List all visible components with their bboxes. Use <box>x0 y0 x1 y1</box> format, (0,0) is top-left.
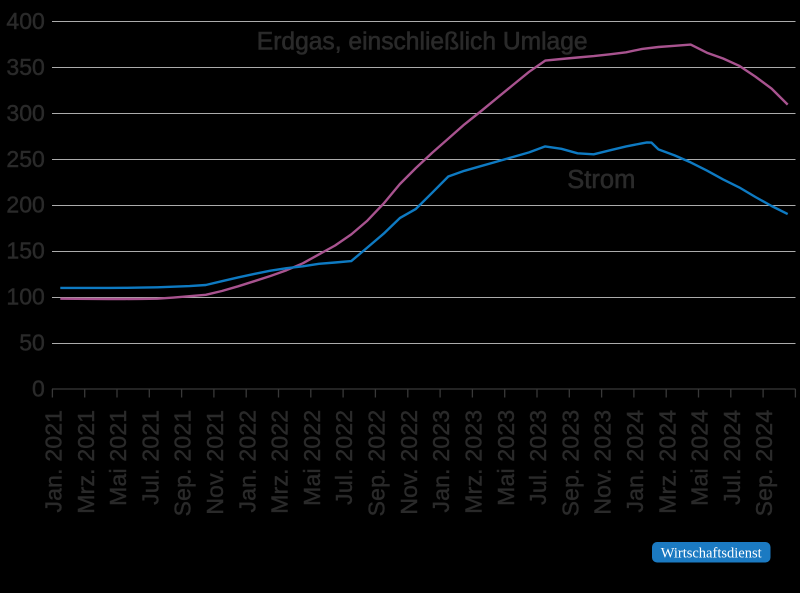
svg-text:Nov. 2023: Nov. 2023 <box>590 410 616 515</box>
svg-text:Mrz. 2023: Mrz. 2023 <box>461 410 487 514</box>
svg-text:Mai 2023: Mai 2023 <box>493 410 519 506</box>
svg-text:Strom: Strom <box>567 166 635 194</box>
svg-text:Mai 2022: Mai 2022 <box>299 410 325 506</box>
svg-text:200: 200 <box>6 192 44 218</box>
svg-text:Mrz. 2021: Mrz. 2021 <box>73 410 99 514</box>
svg-text:Sep. 2024: Sep. 2024 <box>751 410 777 517</box>
svg-text:Mrz. 2022: Mrz. 2022 <box>267 410 293 514</box>
svg-text:50: 50 <box>19 330 45 356</box>
svg-text:Nov. 2022: Nov. 2022 <box>396 410 422 515</box>
svg-text:Jul. 2024: Jul. 2024 <box>719 410 745 505</box>
svg-text:150: 150 <box>6 238 44 264</box>
svg-text:Jan. 2021: Jan. 2021 <box>41 410 67 513</box>
svg-text:Nov. 2021: Nov. 2021 <box>202 410 228 515</box>
svg-text:400: 400 <box>6 8 44 34</box>
svg-text:Jan. 2023: Jan. 2023 <box>428 410 454 513</box>
svg-text:0: 0 <box>32 376 45 402</box>
svg-text:Jul. 2021: Jul. 2021 <box>137 410 163 505</box>
svg-text:Jan. 2022: Jan. 2022 <box>234 410 260 513</box>
svg-text:Jul. 2023: Jul. 2023 <box>525 410 551 505</box>
svg-text:Mai 2024: Mai 2024 <box>687 410 713 506</box>
svg-text:100: 100 <box>6 284 44 310</box>
svg-text:350: 350 <box>6 54 44 80</box>
svg-text:250: 250 <box>6 146 44 172</box>
svg-text:Erdgas, einschließlich Umlage: Erdgas, einschließlich Umlage <box>257 29 588 56</box>
svg-text:Sep. 2022: Sep. 2022 <box>364 410 390 517</box>
svg-text:Sep. 2021: Sep. 2021 <box>170 410 196 517</box>
svg-text:Jan. 2024: Jan. 2024 <box>622 410 648 513</box>
svg-text:Sep. 2023: Sep. 2023 <box>557 410 583 517</box>
svg-text:300: 300 <box>6 100 44 126</box>
svg-text:Mrz. 2024: Mrz. 2024 <box>654 410 680 514</box>
svg-text:Wirtschaftsdienst: Wirtschaftsdienst <box>661 546 762 562</box>
svg-text:Mai 2021: Mai 2021 <box>105 410 131 506</box>
svg-text:Jul. 2022: Jul. 2022 <box>331 410 357 505</box>
